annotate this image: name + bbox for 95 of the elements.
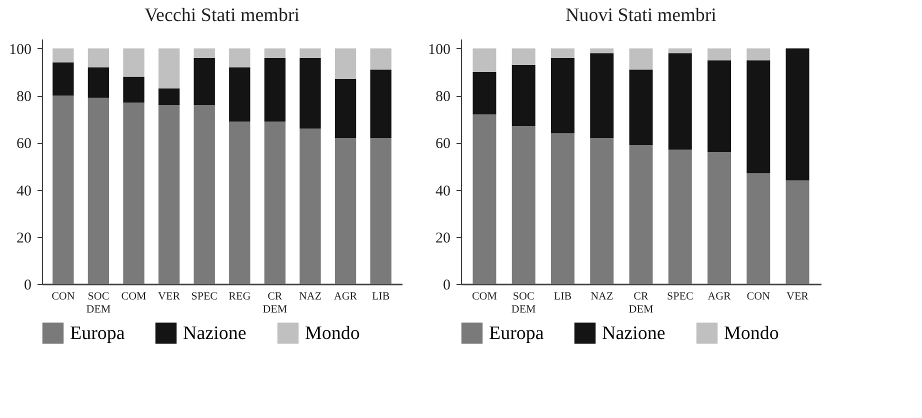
bar [158,88,180,105]
bar [194,48,215,58]
y-tick-label: 60 [436,136,450,152]
chart-title: Nuovi Stati membri [566,5,716,26]
bar [264,48,286,58]
bar [123,48,144,77]
chart-title: Vecchi Stati membri [144,5,300,26]
bar [123,76,144,103]
bar [472,48,496,72]
x-tick-label: AGR [708,290,732,302]
x-tick-label: COM [121,290,147,302]
bar [668,150,692,284]
bar [158,48,180,88]
bar [668,48,692,54]
x-tick-label: CON [52,290,75,302]
y-tick-label: 80 [436,89,450,106]
y-tick-label: 0 [443,278,450,294]
bar [590,53,614,138]
x-tick-label: AGR [334,290,358,302]
y-tick-label: 100 [9,42,32,58]
y-tick-label: 40 [436,183,450,200]
legend-label: Nazione [183,323,246,344]
bar [370,138,392,284]
legend-label: Europa [70,323,126,344]
bar [334,79,356,138]
bar [264,121,286,284]
bar [300,58,321,129]
bar [88,67,110,98]
x-tick-label: NAZ [590,290,614,302]
y-tick-label: 20 [436,230,450,246]
bar [512,126,536,284]
x-tick-label: SPEC [191,290,218,302]
bar [746,173,770,284]
y-tick-label: 80 [16,89,32,106]
bar [590,138,614,284]
bar [629,48,653,70]
x-tick-label: COM [472,290,498,302]
x-tick-label: VER [158,290,181,302]
x-tick-label: SOC DEM [511,290,536,316]
bar [708,48,731,60]
legend-label: Europa [489,323,544,344]
y-tick-label: 20 [16,230,32,246]
bar [590,48,614,54]
bar [472,114,496,284]
x-tick-label: LIB [372,290,390,302]
bar [786,48,810,180]
x-tick-label: CR DEM [262,290,288,316]
x-tick-label: NAZ [298,290,322,302]
legend-label: Nazione [602,323,666,344]
bar [551,48,574,58]
bar [300,128,321,284]
bar [629,70,653,146]
bar [229,121,250,284]
bar [334,138,356,284]
bar [88,48,110,68]
bar [334,48,356,80]
bar [472,72,496,114]
bar [194,58,215,105]
y-tick-label: 40 [16,183,32,200]
bar [52,96,74,284]
bar [708,60,731,152]
x-tick-label: VER [786,290,810,302]
bar [708,152,731,284]
x-tick-label: CON [746,290,770,302]
x-tick-label: REG [228,290,251,302]
bar [300,48,321,58]
bar [229,48,250,68]
y-tick-label: 0 [24,278,32,294]
x-tick-label: LIB [554,290,572,302]
bar [229,67,250,122]
bar [370,70,392,138]
bar [370,48,392,70]
bar [629,145,653,284]
bar [194,104,215,284]
bar [158,104,180,284]
bar [52,48,74,63]
x-tick-label: CR DEM [628,290,654,316]
bar [52,62,74,96]
x-tick-label: SOC DEM [86,290,111,316]
bar [786,180,810,284]
bar [123,102,144,284]
bar [512,64,536,126]
x-tick-label: SPEC [666,290,694,302]
bar [668,53,692,150]
bar [746,60,770,174]
legend-label: Mondo [724,323,779,344]
y-tick-label: 100 [428,42,450,58]
legend-label: Mondo [305,323,360,344]
bar [88,98,110,284]
bar [512,48,536,65]
y-tick-label: 60 [16,136,32,152]
bar [551,58,574,134]
bar [746,48,770,60]
bar [264,58,286,122]
bar [551,133,574,284]
